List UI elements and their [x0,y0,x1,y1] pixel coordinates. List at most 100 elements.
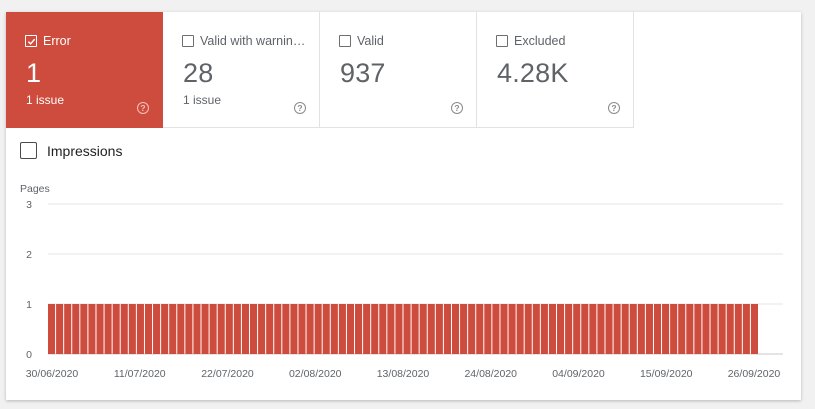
bar[interactable] [387,304,395,354]
bar[interactable] [557,304,565,354]
error-checkbox[interactable] [25,35,37,47]
bar[interactable] [128,304,136,354]
bar[interactable] [621,304,629,354]
help-icon[interactable]: ? [294,102,306,114]
bar[interactable] [637,304,645,354]
help-icon[interactable]: ? [137,102,149,114]
bar[interactable] [476,304,484,354]
warnings-checkbox[interactable] [182,35,194,47]
bar[interactable] [395,304,403,354]
bar[interactable] [710,304,718,354]
tile-valid-with-warnings[interactable]: Valid with warnin… 28 1 issue ? [163,12,320,128]
bar[interactable] [177,304,185,354]
bar[interactable] [274,304,282,354]
bar[interactable] [266,304,274,354]
bar[interactable] [56,304,64,354]
bar[interactable] [468,304,476,354]
bar[interactable] [249,304,258,354]
bar[interactable] [371,304,379,354]
bar[interactable] [120,304,128,354]
bar[interactable] [484,304,492,354]
bar[interactable] [153,304,161,354]
bar[interactable] [136,304,144,354]
bar[interactable] [524,304,532,354]
bar[interactable] [540,304,548,354]
bar[interactable] [217,304,225,354]
bar[interactable] [573,304,581,354]
bar[interactable] [241,304,249,354]
bar[interactable] [516,304,524,354]
help-icon[interactable]: ? [451,102,463,114]
bar[interactable] [363,304,371,354]
bar[interactable] [670,304,678,354]
tile-valid[interactable]: Valid 937 ? [320,12,477,128]
bar[interactable] [548,304,557,354]
bar[interactable] [233,304,241,354]
bar[interactable] [80,304,88,354]
bar[interactable] [161,304,169,354]
bar[interactable] [460,304,468,354]
bar[interactable] [379,304,387,354]
bar[interactable] [169,304,177,354]
bar[interactable] [605,304,613,354]
bar[interactable] [112,304,120,354]
bar[interactable] [201,304,209,354]
bar[interactable] [306,304,314,354]
bar[interactable] [346,304,355,354]
bar[interactable] [443,304,451,354]
bar[interactable] [589,304,597,354]
bar[interactable] [581,304,589,354]
bar[interactable] [355,304,363,354]
bar[interactable] [508,304,516,354]
bar[interactable] [48,304,56,354]
bar[interactable] [209,304,217,354]
impressions-toggle[interactable]: Impressions [20,142,122,159]
bar[interactable] [492,304,500,354]
bar[interactable] [565,304,573,354]
bar[interactable] [314,304,322,354]
bar[interactable] [298,304,306,354]
bar[interactable] [686,304,694,354]
bar[interactable] [662,304,670,354]
tile-error[interactable]: Error 1 1 issue ? [6,12,163,128]
bar[interactable] [330,304,338,354]
bar[interactable] [322,304,330,354]
bar[interactable] [597,304,605,354]
bar[interactable] [645,304,653,354]
bar[interactable] [72,304,80,354]
bar[interactable] [694,304,702,354]
valid-checkbox[interactable] [339,35,351,47]
bar[interactable] [419,304,427,354]
bar[interactable] [258,304,266,354]
bar[interactable] [451,304,460,354]
bar[interactable] [500,304,508,354]
impressions-checkbox[interactable] [20,142,37,159]
bar[interactable] [718,304,726,354]
bar[interactable] [88,304,96,354]
excluded-checkbox[interactable] [496,35,508,47]
bar[interactable] [282,304,290,354]
bar[interactable] [338,304,346,354]
bar[interactable] [742,304,750,354]
bar[interactable] [702,304,710,354]
bar[interactable] [185,304,193,354]
bar[interactable] [225,304,233,354]
bar[interactable] [750,304,758,354]
bar[interactable] [403,304,411,354]
bar[interactable] [435,304,443,354]
bar[interactable] [532,304,540,354]
bar[interactable] [193,304,201,354]
bar[interactable] [613,304,621,354]
tile-excluded[interactable]: Excluded 4.28K ? [477,12,634,128]
bar[interactable] [290,304,298,354]
bar[interactable] [104,304,112,354]
bar[interactable] [427,304,435,354]
bar[interactable] [734,304,742,354]
bar[interactable] [411,304,419,354]
bar[interactable] [653,304,662,354]
bar[interactable] [144,304,153,354]
bar[interactable] [64,304,72,354]
bar[interactable] [678,304,686,354]
bar[interactable] [726,304,734,354]
help-icon[interactable]: ? [608,102,620,114]
